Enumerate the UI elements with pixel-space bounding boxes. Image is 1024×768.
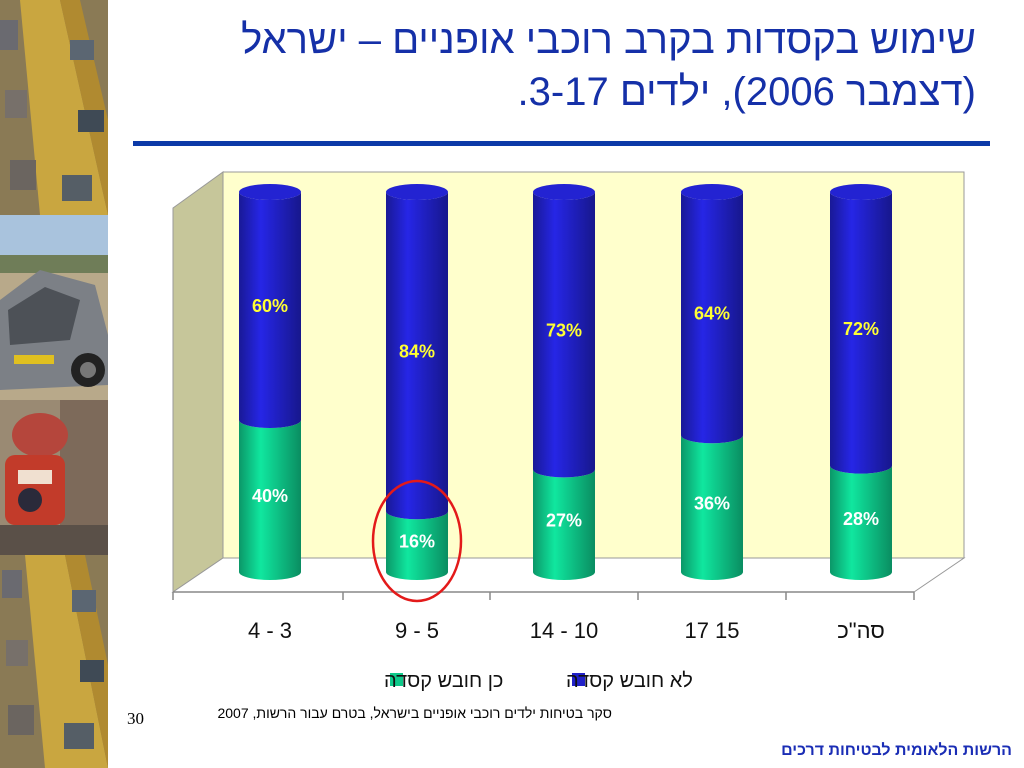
organization-name: הרשות הלאומית לבטיחות דרכים	[781, 742, 1012, 759]
bar-value-label: 60%	[252, 296, 288, 316]
traffic-photo	[0, 555, 108, 768]
crashed-car-photo	[0, 215, 108, 400]
title-divider	[133, 141, 990, 146]
legend-label: לא חובש קסדה	[566, 670, 693, 692]
category-label: 14 - 10	[530, 618, 599, 643]
bar-segment	[239, 420, 301, 580]
bar-value-label: 28%	[843, 509, 879, 529]
bar-top	[681, 184, 743, 200]
legend-label: כן חובש קסדה	[384, 670, 503, 692]
bar-segment	[386, 511, 448, 580]
bar-value-label: 27%	[546, 511, 582, 531]
bar-segment	[681, 435, 743, 580]
bar-value-label: 73%	[546, 321, 582, 341]
category-label: 4 - 3	[248, 618, 292, 643]
highlight-circle	[371, 479, 463, 603]
bar-segment	[533, 192, 595, 478]
bar-top	[239, 184, 301, 200]
bar-value-label: 64%	[694, 304, 730, 324]
bar-value-label: 72%	[843, 319, 879, 339]
bar-value-label: 40%	[252, 486, 288, 506]
rescue-worker-photo	[0, 400, 108, 555]
legend-swatch	[572, 673, 585, 686]
category-label: 9 - 5	[395, 618, 439, 643]
photo-strip	[0, 0, 108, 768]
legend-swatch	[390, 673, 403, 686]
bar-segment	[681, 192, 743, 444]
chart-side-wall	[172, 171, 224, 593]
category-label: סה"כ	[837, 618, 885, 643]
bar-segment	[830, 465, 892, 580]
bar-segment	[386, 192, 448, 520]
category-label: 17 15	[684, 618, 739, 643]
bar-segment	[239, 192, 301, 428]
bar-value-label: 36%	[694, 494, 730, 514]
helmet-usage-chart: 40% 60% 16% 84% 27% 73% 36% 64% 28% 72% 4 - 3 9 - …	[171, 171, 966, 692]
bar-top	[830, 184, 892, 200]
bar-segment	[830, 192, 892, 474]
bar-top	[533, 184, 595, 200]
page-number: 30	[127, 709, 144, 728]
source-note: סקר בטיחות ילדים רוכבי אופניים בישראל, ב…	[217, 705, 612, 721]
bar-value-label: 84%	[399, 342, 435, 362]
bar-top	[386, 184, 448, 200]
bar-value-label: 16%	[399, 532, 435, 552]
title-line-2: (דצמבר 2006), ילדים 3-17.	[517, 70, 976, 114]
title-line-1: שימוש בקסדות בקרב רוכבי אופניים – ישראל	[241, 18, 976, 62]
bar-segment	[533, 469, 595, 580]
traffic-photo	[0, 0, 108, 215]
slide-title: שימוש בקסדות בקרב רוכבי אופניים – ישראל …	[156, 14, 976, 118]
